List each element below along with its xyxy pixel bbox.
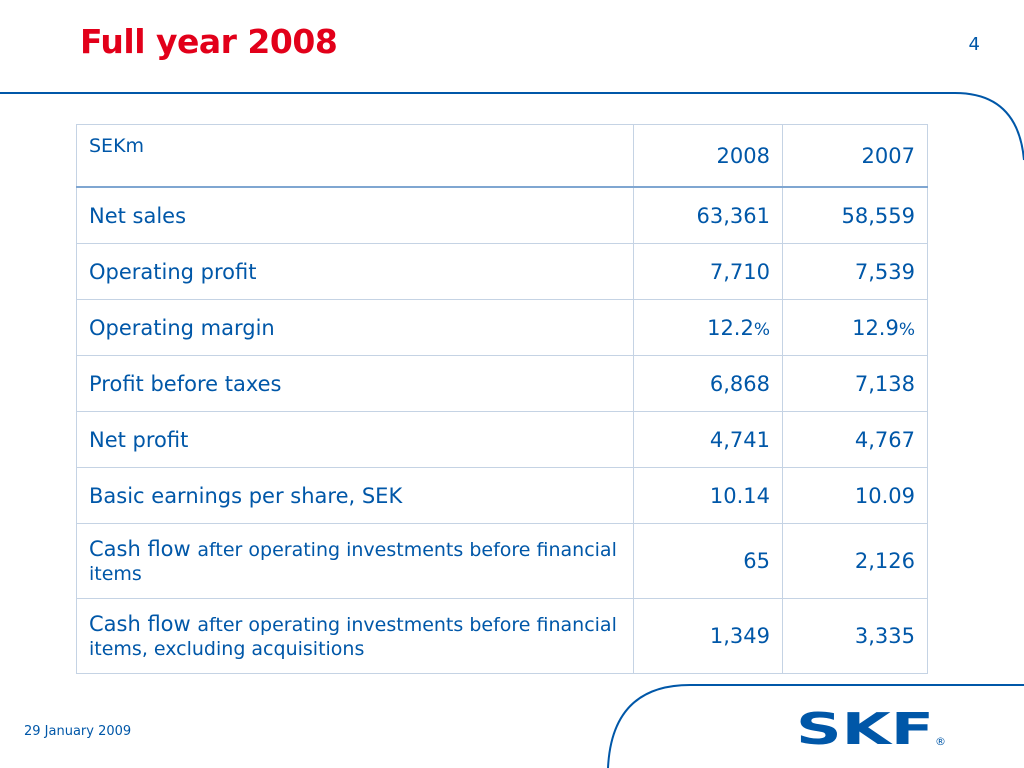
row-label: Profit before taxes bbox=[76, 355, 634, 412]
row-label-detail: after operating investments before finan… bbox=[89, 539, 617, 585]
logo-registered: ® bbox=[935, 735, 946, 748]
value-2007: 10.09 bbox=[782, 467, 928, 524]
row-label: Net sales bbox=[76, 186, 634, 244]
row-label-main: Cash flow bbox=[89, 612, 191, 636]
value-2008: 12.2% bbox=[633, 299, 783, 356]
value-2007: 2,126 bbox=[782, 523, 928, 599]
page-number: 4 bbox=[968, 34, 980, 55]
row-label: Basic earnings per share, SEK bbox=[76, 467, 634, 524]
value-2007: 7,138 bbox=[782, 355, 928, 412]
value-2007: 7,539 bbox=[782, 243, 928, 300]
percent-sign: % bbox=[753, 319, 770, 340]
row-label: Cash flow after operating investments be… bbox=[76, 598, 634, 674]
page-title: Full year 2008 bbox=[80, 22, 338, 61]
table-row: Net profit 4,741 4,767 bbox=[76, 411, 928, 468]
table-row: Profit before taxes 6,868 7,138 bbox=[76, 355, 928, 412]
table-row: Basic earnings per share, SEK 10.14 10.0… bbox=[76, 467, 928, 524]
value-2008: 65 bbox=[633, 523, 783, 599]
table-header-row: SEKm 2008 2007 bbox=[76, 124, 928, 188]
table-row: Operating profit 7,710 7,539 bbox=[76, 243, 928, 300]
row-label: Net profit bbox=[76, 411, 634, 468]
value-number: 12.2 bbox=[707, 315, 754, 340]
value-2008: 10.14 bbox=[633, 467, 783, 524]
header-2008: 2008 bbox=[633, 124, 783, 188]
value-2007: 4,767 bbox=[782, 411, 928, 468]
value-2007: 58,559 bbox=[782, 186, 928, 244]
table-row: Cash flow after operating investments be… bbox=[76, 523, 928, 599]
row-label-main: Cash flow bbox=[89, 537, 191, 561]
financial-table: SEKm 2008 2007 Net sales 63,361 58,559 O… bbox=[76, 124, 928, 674]
logo-text: SKF bbox=[796, 708, 934, 748]
value-2007: 12.9% bbox=[782, 299, 928, 356]
table-row: Operating margin 12.2% 12.9% bbox=[76, 299, 928, 356]
percent-sign: % bbox=[898, 319, 915, 340]
value-2008: 6,868 bbox=[633, 355, 783, 412]
row-label: Operating margin bbox=[76, 299, 634, 356]
header-label: SEKm bbox=[76, 124, 634, 188]
footer-date: 29 January 2009 bbox=[24, 724, 132, 739]
value-2007: 3,335 bbox=[782, 598, 928, 674]
value-number: 12.9 bbox=[852, 315, 899, 340]
value-2008: 7,710 bbox=[633, 243, 783, 300]
value-2008: 63,361 bbox=[633, 186, 783, 244]
table-row: Cash flow after operating investments be… bbox=[76, 598, 928, 674]
skf-logo: SKF ® bbox=[796, 708, 946, 748]
row-label: Operating profit bbox=[76, 243, 634, 300]
row-label: Cash flow after operating investments be… bbox=[76, 523, 634, 599]
table-row: Net sales 63,361 58,559 bbox=[76, 186, 928, 244]
header-2007: 2007 bbox=[782, 124, 928, 188]
value-2008: 1,349 bbox=[633, 598, 783, 674]
row-label-detail: after operating investments before finan… bbox=[89, 614, 617, 660]
value-2008: 4,741 bbox=[633, 411, 783, 468]
